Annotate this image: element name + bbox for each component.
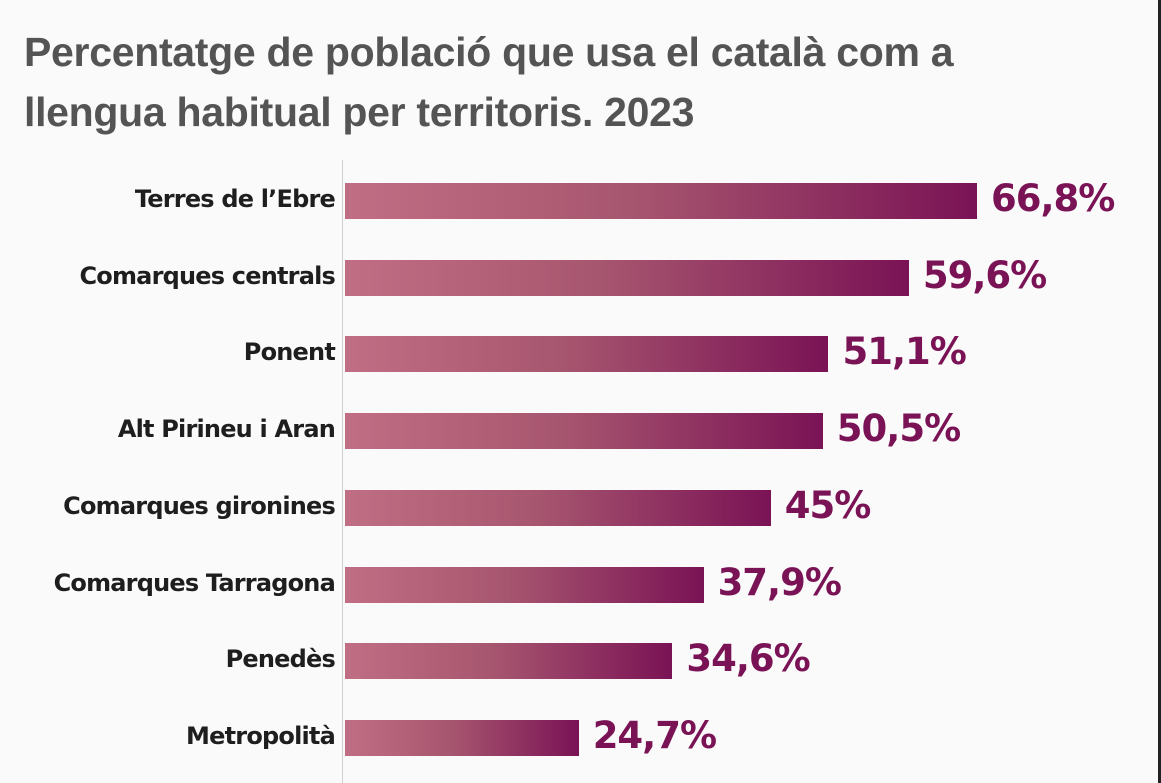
right-border — [1158, 0, 1161, 783]
value-label: 45% — [784, 483, 872, 527]
bar — [345, 489, 771, 526]
bar — [345, 183, 977, 219]
category-label: Ponent — [243, 338, 336, 367]
value-label: 50,5% — [836, 407, 961, 451]
chart-title-line-2: llengua habitual per territoris. 2023 — [24, 89, 695, 135]
bar — [345, 566, 704, 603]
bar — [345, 719, 579, 756]
value-label: 24,7% — [592, 713, 717, 757]
bar — [345, 413, 823, 450]
bar — [345, 336, 829, 373]
category-label: Terres de l’Ebre — [134, 185, 336, 213]
value-label: 59,6% — [922, 253, 1047, 297]
category-label: Penedès — [225, 645, 336, 674]
chart-title-line-1: Percentatge de població que usa el catal… — [24, 29, 954, 75]
category-axis-line — [342, 160, 343, 783]
bar — [345, 643, 673, 680]
value-label: 66,8% — [991, 177, 1115, 220]
category-label: Metropolità — [186, 721, 336, 750]
category-label: Comarques Tarragona — [53, 568, 336, 597]
value-label: 51,1% — [842, 330, 966, 374]
value-label: 34,6% — [686, 637, 810, 681]
category-label: Comarques gironines — [63, 491, 336, 520]
value-label: 37,9% — [717, 560, 842, 604]
bar — [345, 259, 909, 296]
category-label: Alt Pirineu i Aran — [117, 415, 336, 444]
category-label: Comarques centrals — [79, 261, 335, 290]
chart-title: Percentatge de població que usa el catal… — [24, 22, 1124, 142]
